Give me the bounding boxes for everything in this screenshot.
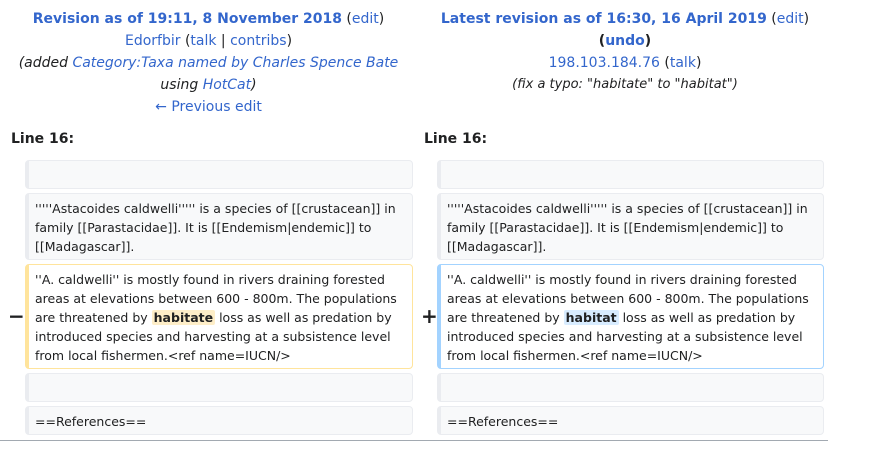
new-edit-link[interactable]: edit (776, 11, 804, 27)
old-references-text: ==References== (35, 414, 147, 429)
old-revision-title-link[interactable]: Revision as of 19:11, 8 November 2018 (32, 11, 342, 27)
paren-close: ) (644, 33, 652, 49)
new-line-number: Line 16: (424, 131, 488, 147)
old-context-references: ==References== (25, 406, 413, 435)
separator: | (216, 33, 231, 49)
new-talk-link[interactable]: talk (669, 55, 696, 71)
paren-open: ( (664, 55, 670, 71)
paren-open: ( (184, 33, 191, 49)
old-context-empty (25, 373, 413, 402)
new-changed-text-before: ''A. caldwelli'' is mostly found in rive… (447, 272, 809, 325)
new-revision-title-link[interactable]: Latest revision as of 16:30, 16 April 20… (440, 11, 767, 27)
paren-close: ) (286, 33, 293, 49)
diff-bottom-divider (0, 440, 828, 441)
paren-close: ) (803, 11, 810, 27)
old-line-number: Line 16: (11, 131, 75, 147)
old-edit-summary: (added Category:Taxa named by Charles Sp… (0, 52, 417, 74)
new-changed-para: ''A. caldwelli'' is mostly found in rive… (437, 264, 824, 369)
undo-link[interactable]: undo (605, 33, 645, 49)
paren-open: ( (346, 11, 352, 27)
new-revision-header: Latest revision as of 16:30, 16 April 20… (425, 8, 825, 96)
previous-edit-link[interactable]: ← Previous edit (155, 99, 262, 115)
old-edit-summary-cont: using HotCat) (0, 74, 417, 96)
removed-word: habitate (151, 310, 216, 325)
new-para-text: '''''Astacoides caldwelli''''' is a spec… (447, 201, 808, 254)
summary-text: using (160, 77, 203, 93)
old-talk-link[interactable]: talk (190, 33, 217, 49)
new-context-references: ==References== (437, 406, 824, 435)
new-context-para: '''''Astacoides caldwelli''''' is a spec… (437, 193, 824, 260)
summary-text: ) (251, 77, 257, 93)
new-edit-summary: (fix a typo: "habitate" to "habitat") (512, 77, 738, 92)
paren-close: ) (695, 55, 702, 71)
new-changed-text-after: loss as well as predation by introduced … (447, 310, 803, 363)
old-context-empty (25, 160, 413, 189)
old-para-text: '''''Astacoides caldwelli''''' is a spec… (35, 201, 396, 254)
new-user-link[interactable]: 198.103.184.76 (548, 55, 660, 71)
plus-marker: + (421, 304, 438, 328)
new-context-empty (437, 160, 824, 189)
hotcat-link[interactable]: HotCat (202, 77, 252, 93)
old-changed-para: ''A. caldwelli'' is mostly found in rive… (25, 264, 413, 369)
old-edit-link[interactable]: edit (351, 11, 379, 27)
category-link[interactable]: Category:Taxa named by Charles Spence Ba… (72, 55, 399, 71)
added-word: habitat (563, 310, 619, 325)
paren-close: ) (378, 11, 385, 27)
paren-open: ( (771, 11, 777, 27)
summary-text: (added (18, 55, 73, 71)
old-changed-text-after: loss as well as predation by introduced … (35, 310, 392, 363)
new-references-text: ==References== (447, 414, 559, 429)
old-revision-header: Revision as of 19:11, 8 November 2018 (e… (0, 8, 417, 118)
old-contribs-link[interactable]: contribs (230, 33, 287, 49)
old-user-link[interactable]: Edorfbir (124, 33, 181, 49)
minus-marker: − (8, 304, 25, 328)
new-context-empty (437, 373, 824, 402)
old-context-para: '''''Astacoides caldwelli''''' is a spec… (25, 193, 413, 260)
old-changed-text-before: ''A. caldwelli'' is mostly found in rive… (35, 272, 397, 325)
paren-open: ( (598, 33, 606, 49)
